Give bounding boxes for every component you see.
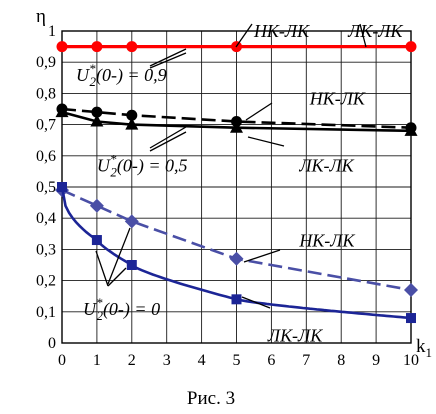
annotation-arrows: [95, 23, 367, 309]
data-point-marker: [89, 198, 104, 213]
data-point-marker: [91, 41, 103, 53]
arrow-u05-a: [149, 126, 187, 149]
data-point-marker: [126, 260, 137, 270]
data-point-marker: [90, 114, 104, 127]
data-point-marker: [91, 106, 103, 118]
annotation-label: ЛК-ЛК: [267, 325, 323, 345]
data-point-marker: [126, 109, 138, 121]
y-tick-label: 0,2: [36, 273, 56, 290]
series-4: [57, 182, 416, 324]
data-point-marker: [405, 41, 417, 53]
data-point-marker: [126, 41, 138, 53]
annotations: НК-ЛК ЛК-ЛК U* 2(0-) = 0,9 НК-ЛК ЛК-ЛК U* 2(0-)…: [76, 21, 404, 345]
x-tick-label: 9: [372, 352, 380, 369]
y-tick-label: 0,1: [36, 304, 56, 321]
data-point-marker: [124, 214, 139, 229]
y-tick-label: 1: [48, 23, 56, 40]
annotation-label: U* 2(0-) = 0,9: [76, 61, 167, 89]
annotation-label: НК-ЛК: [253, 21, 310, 41]
data-point-marker: [406, 313, 416, 324]
y-tick-label: 0,9: [36, 54, 56, 71]
y-tick-label: 0,5: [36, 179, 56, 196]
annotation-label: U* 2(0-) = 0,5: [97, 151, 188, 179]
data-point-marker: [56, 41, 68, 53]
data-point-marker: [55, 105, 69, 118]
x-tick-label: 6: [267, 352, 275, 369]
data-series: [55, 41, 418, 324]
series-line: [61, 188, 412, 292]
x-axis-ticks: 0 1 2 3 4 5 6 7 8 9 10: [58, 352, 419, 369]
annotation-label: ЛК-ЛК: [298, 155, 354, 175]
arrow-u09-a: [149, 48, 187, 67]
data-point-marker: [125, 117, 139, 130]
annotation-label: U* 2(0-) = 0: [83, 295, 160, 323]
data-point-marker: [231, 294, 242, 305]
data-point-marker: [404, 282, 418, 297]
y-tick-label: 0,3: [36, 241, 56, 258]
y-tick-label: 0,6: [36, 148, 56, 165]
data-point-marker: [230, 120, 243, 133]
arrow-lk-lk-top: [359, 23, 367, 48]
y-tick-label: 0,4: [36, 210, 56, 227]
arrow-u09-b: [149, 52, 187, 69]
y-axis-ticks: 0 0,1 0,2 0,3 0,4 0,5 0,6 0,7 0,8 0,9 1: [36, 23, 56, 352]
x-tick-label: 1: [93, 352, 101, 369]
y-axis-label: η: [36, 6, 46, 27]
annotation-label: ЛК-ЛК: [347, 21, 403, 41]
arrow-u0-b: [95, 250, 109, 287]
arrow-u0-a: [107, 227, 131, 285]
data-point-marker: [57, 182, 67, 192]
annotation-label: НК-ЛК: [298, 230, 355, 250]
x-tick-label: 4: [198, 352, 206, 369]
series-0: [56, 41, 417, 53]
x-tick-label: 2: [128, 352, 136, 369]
x-tick-label: 0: [58, 352, 66, 369]
y-tick-label: 0: [48, 335, 56, 352]
figure-caption: Рис. 3: [187, 388, 235, 409]
data-point-marker: [404, 123, 418, 136]
x-tick-label: 10: [403, 352, 419, 369]
arrow-hk-lk-top: [235, 23, 253, 48]
x-tick-label: 8: [337, 352, 345, 369]
arrow-lk-lk-mid: [247, 136, 285, 147]
arrow-lk-lk-low: [241, 296, 271, 309]
arrow-u0-c: [107, 267, 127, 287]
x-tick-label: 5: [233, 352, 241, 369]
x-tick-label: 3: [163, 352, 171, 369]
data-point-marker: [229, 251, 244, 266]
arrow-hk-lk-mid: [245, 102, 273, 121]
x-tick-label: 7: [302, 352, 310, 369]
arrow-hk-lk-low: [243, 249, 281, 263]
y-tick-label: 0,7: [36, 117, 56, 134]
y-tick-label: 0,8: [36, 85, 56, 102]
arrow-u05-b: [149, 131, 187, 152]
series-2: [55, 105, 418, 136]
annotation-label: НК-ЛК: [309, 88, 366, 108]
data-point-marker: [91, 235, 102, 246]
x-axis-label: k1: [416, 336, 432, 360]
